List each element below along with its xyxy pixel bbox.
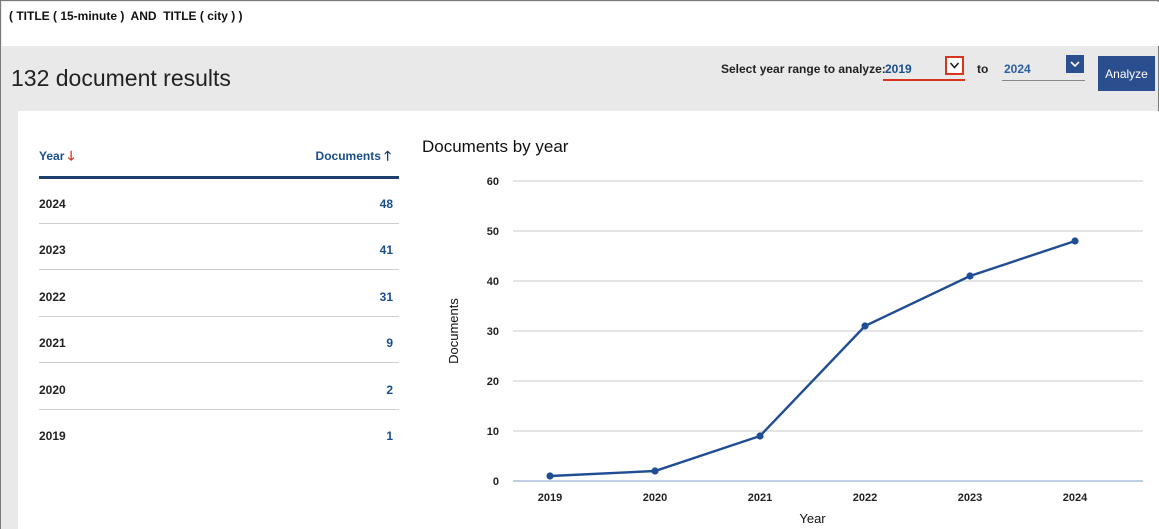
table-row: 2024 48 <box>39 178 399 224</box>
arrow-down-icon: 🡓 <box>67 148 75 163</box>
year-from-select[interactable]: 2019 <box>883 59 965 81</box>
year-range-label: Select year range to analyze: <box>721 62 886 76</box>
data-point <box>966 272 974 280</box>
arrow-up-icon: 🡑 <box>384 148 391 163</box>
analyze-button[interactable]: Analyze <box>1098 56 1155 91</box>
documents-column-header[interactable]: Documents 🡑 <box>316 147 391 169</box>
x-tick-label: 2022 <box>853 492 877 504</box>
table-row: 2020 2 <box>39 364 399 410</box>
y-tick-label: 30 <box>487 326 499 338</box>
row-year: 2022 <box>39 290 66 304</box>
y-tick-label: 60 <box>487 176 499 188</box>
year-from-value: 2019 <box>885 62 912 76</box>
year-to-select[interactable]: 2024 <box>1002 59 1085 81</box>
x-axis-label: Year <box>799 511 826 526</box>
row-year: 2019 <box>39 429 66 443</box>
y-tick-label: 0 <box>493 476 499 488</box>
chevron-down-icon <box>949 62 960 69</box>
table-row: 2019 1 <box>39 410 399 456</box>
row-doc-count[interactable]: 9 <box>386 336 393 350</box>
year-column-header[interactable]: Year 🡓 <box>39 147 74 169</box>
y-axis-label: Documents <box>446 298 461 364</box>
data-point <box>546 472 554 480</box>
analysis-panel: Year 🡓 Documents 🡑 2024 48 2023 41 2022 … <box>18 111 1159 529</box>
x-tick-label: 2019 <box>538 492 562 504</box>
row-year: 2020 <box>39 383 66 397</box>
data-point <box>861 322 869 330</box>
row-year: 2023 <box>39 243 66 257</box>
to-label: to <box>977 62 989 76</box>
row-year: 2021 <box>39 336 66 350</box>
row-doc-count[interactable]: 2 <box>386 383 393 397</box>
table-row: 2023 41 <box>39 224 399 270</box>
documents-header-label: Documents <box>315 149 381 163</box>
search-query: ( TITLE ( 15-minute ) AND TITLE ( city )… <box>9 9 243 23</box>
x-tick-label: 2021 <box>748 492 772 504</box>
year-to-value: 2024 <box>1004 62 1031 76</box>
table-row: 2022 31 <box>39 271 399 317</box>
documents-by-year-chart: 0 10 20 30 40 50 60 2019 2020 2021 2022 2023 2024 Yea… <box>446 176 1143 526</box>
table-row: 2021 9 <box>39 317 399 363</box>
chart-title: Documents by year <box>422 137 569 156</box>
x-tick-label: 2023 <box>958 492 982 504</box>
data-point <box>1071 237 1079 245</box>
row-doc-count[interactable]: 1 <box>386 429 393 443</box>
query-bar: ( TITLE ( 15-minute ) AND TITLE ( city )… <box>2 2 1159 46</box>
row-year: 2024 <box>39 197 66 211</box>
series-line <box>549 239 1076 478</box>
y-tick-label: 20 <box>487 376 499 388</box>
row-doc-count[interactable]: 31 <box>379 290 393 304</box>
table-header: Year 🡓 Documents 🡑 <box>39 143 399 179</box>
row-doc-count[interactable]: 48 <box>379 197 393 211</box>
data-point <box>756 432 764 440</box>
results-count-title: 132 document results <box>11 65 231 91</box>
data-point <box>651 467 659 475</box>
year-to-dropdown-button[interactable] <box>1066 55 1084 73</box>
row-doc-count[interactable]: 41 <box>379 243 393 257</box>
y-tick-label: 10 <box>487 426 499 438</box>
x-tick-label: 2024 <box>1063 492 1088 504</box>
x-tick-label: 2020 <box>643 492 667 504</box>
year-from-dropdown-button[interactable] <box>945 56 964 75</box>
year-header-label: Year <box>39 149 65 163</box>
y-tick-label: 50 <box>487 226 499 238</box>
y-tick-label: 40 <box>487 276 499 288</box>
chevron-down-icon <box>1070 61 1080 68</box>
